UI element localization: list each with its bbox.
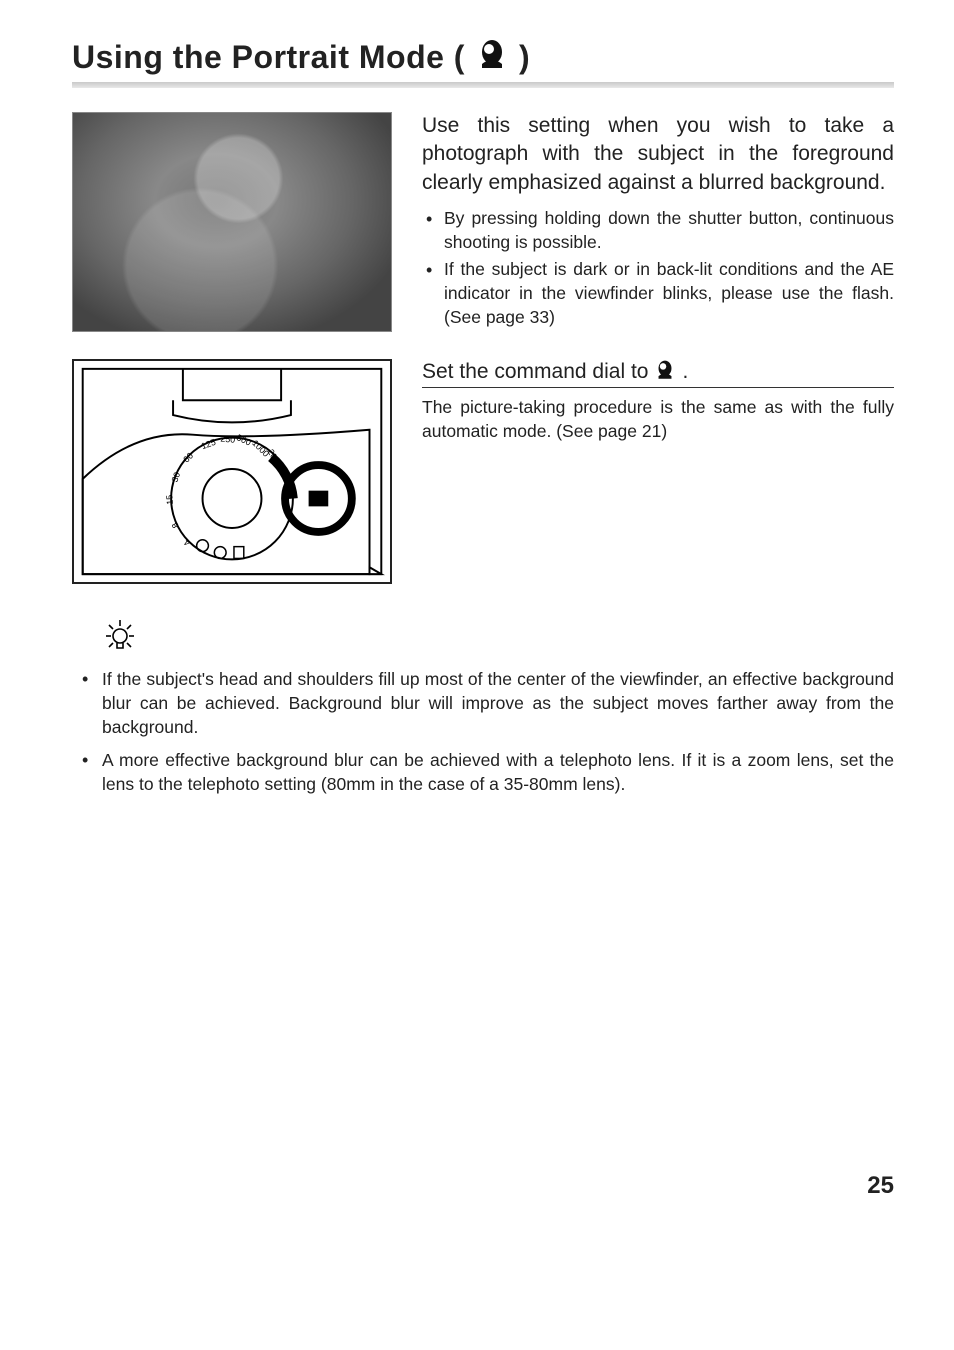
camera-dial-diagram: 2000 1000 500 250 125 60 30 15 8 4 xyxy=(72,359,392,584)
step-title-suffix: . xyxy=(682,360,688,384)
example-portrait-photo xyxy=(72,112,392,332)
page-title-prefix: Using the Portrait Mode ( xyxy=(72,39,465,76)
step-title-prefix: Set the command dial to xyxy=(422,360,648,384)
tip-item: If the subject's head and shoulders fill… xyxy=(72,667,894,739)
intro-paragraph: Use this setting when you wish to take a… xyxy=(422,112,894,197)
dial-label: 250 xyxy=(220,434,236,445)
lightbulb-tip-icon xyxy=(102,618,894,659)
step-body: The picture-taking procedure is the same… xyxy=(422,396,894,443)
dial-label: 15 xyxy=(164,495,175,506)
tip-item: A more effective background blur can be … xyxy=(72,748,894,796)
intro-bullet: If the subject is dark or in back-lit co… xyxy=(422,258,894,329)
title-underline xyxy=(72,82,894,88)
intro-bullet: By pressing holding down the shutter but… xyxy=(422,207,894,254)
portrait-mode-icon xyxy=(654,359,676,385)
portrait-mode-icon xyxy=(475,38,509,73)
page-title-suffix: ) xyxy=(519,39,530,76)
page-number: 25 xyxy=(867,1172,894,1200)
